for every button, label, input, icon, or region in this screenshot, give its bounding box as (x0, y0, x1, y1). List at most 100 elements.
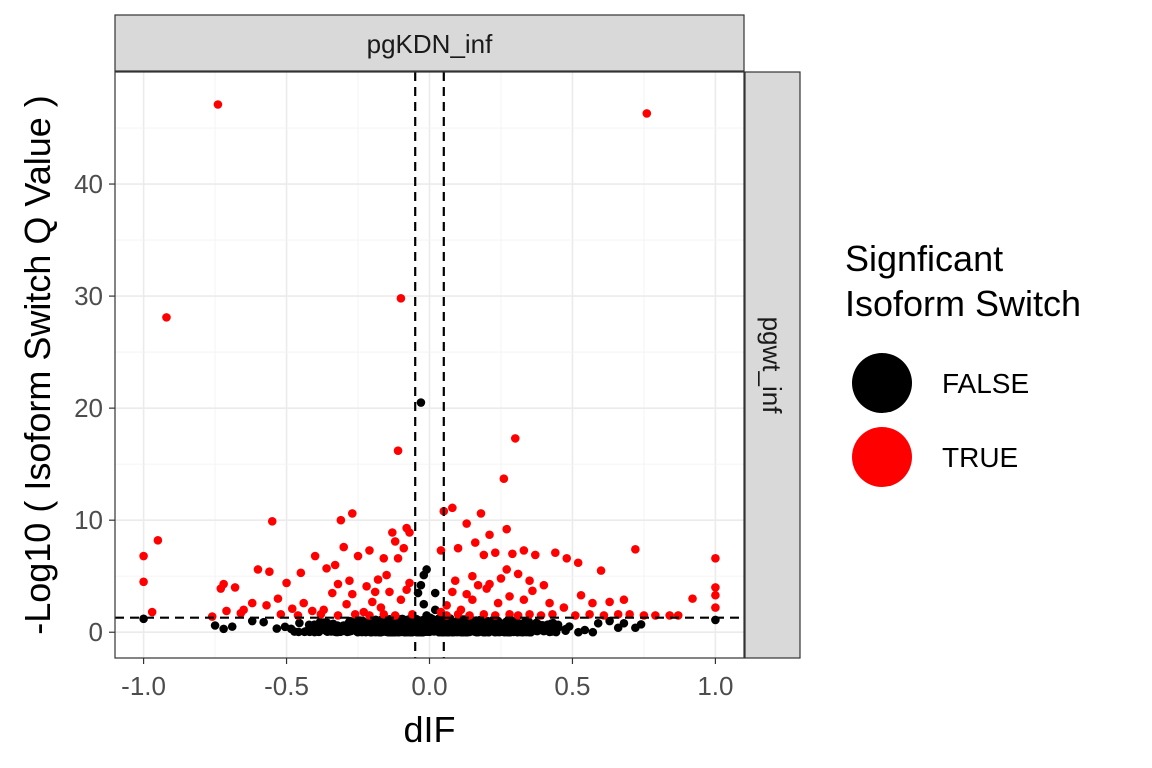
point-false (459, 619, 469, 629)
data-points (139, 100, 720, 637)
point-true (479, 550, 489, 560)
point-true (711, 603, 720, 612)
point-false (545, 623, 554, 632)
point-true (405, 578, 414, 588)
point-false (392, 626, 402, 636)
point-true (450, 576, 460, 585)
point-true (462, 589, 471, 599)
point-true (345, 576, 354, 585)
point-true (453, 610, 463, 619)
point-true (207, 612, 217, 621)
point-true (370, 587, 380, 597)
point-true (362, 581, 371, 591)
point-true (153, 536, 163, 545)
point-false (422, 622, 431, 632)
point-true (642, 109, 652, 118)
point-true (688, 594, 697, 603)
point-true (493, 598, 503, 608)
point-false (373, 619, 383, 628)
point-true (548, 610, 557, 619)
legend-key-false (852, 353, 912, 413)
point-false (400, 626, 410, 636)
point-false (532, 626, 542, 636)
x-tick-label: 0.0 (411, 671, 447, 701)
point-true (342, 599, 351, 609)
point-false (329, 625, 338, 634)
reference-lines (115, 72, 744, 658)
point-false (519, 626, 528, 635)
legend-label-false: FALSE (942, 368, 1029, 399)
point-false (488, 621, 498, 630)
point-true (399, 543, 409, 553)
point-true (576, 590, 586, 600)
point-false (210, 621, 220, 630)
point-true (267, 517, 277, 526)
point-true (711, 553, 720, 563)
point-false (346, 625, 355, 634)
point-true (462, 519, 471, 528)
point-true (316, 610, 326, 619)
point-true (216, 584, 226, 593)
x-tick-label: 0.5 (554, 671, 590, 701)
point-false (357, 627, 367, 637)
point-true (147, 607, 157, 617)
point-false (532, 618, 541, 628)
point-true (247, 598, 257, 608)
point-true (468, 571, 477, 581)
point-true (348, 589, 357, 599)
legend-title-line-2: Isoform Switch (845, 283, 1081, 324)
point-true (585, 610, 594, 619)
x-axis: -1.0 -0.5 0.0 0.5 1.0 (121, 658, 733, 701)
x-tick-label: -0.5 (264, 671, 309, 701)
point-false (412, 627, 421, 636)
point-true (490, 548, 500, 557)
point-true (551, 548, 560, 557)
point-true (528, 586, 537, 596)
point-false (475, 627, 485, 636)
y-tick-label: 10 (74, 505, 103, 535)
point-true (502, 524, 511, 534)
point-true (307, 606, 317, 616)
point-true (253, 565, 263, 574)
point-false (438, 625, 447, 634)
point-true (539, 580, 549, 590)
y-axis: 0 10 20 30 40 (74, 169, 115, 647)
point-false (272, 624, 282, 633)
point-true (711, 583, 720, 592)
point-false (295, 618, 304, 628)
point-false (322, 618, 332, 628)
point-false (447, 627, 457, 636)
column-strip-label: pgKDN_inf (367, 29, 494, 59)
legend-label-true: TRUE (942, 442, 1018, 473)
point-true (296, 568, 306, 578)
point-true (405, 528, 414, 537)
row-strip (744, 71, 801, 659)
point-true (333, 579, 343, 589)
point-false (405, 618, 415, 627)
point-true (339, 542, 349, 552)
point-true (505, 592, 514, 601)
point-true (625, 610, 634, 619)
point-true (508, 549, 517, 559)
point-true (525, 610, 534, 619)
point-true (448, 587, 457, 597)
point-true (273, 594, 283, 603)
point-true (499, 474, 509, 484)
point-true (276, 610, 286, 619)
point-false (605, 616, 614, 626)
point-true (510, 434, 520, 443)
legend: Signficant Isoform Switch FALSE TRUE (845, 238, 1081, 487)
point-true (473, 580, 483, 590)
point-true (396, 595, 406, 605)
point-true (379, 553, 389, 563)
y-axis-title: -Log10 ( Isoform Switch Q Value ) (17, 95, 58, 635)
point-true (368, 597, 377, 607)
point-false (356, 617, 365, 627)
point-true (162, 313, 171, 322)
point-true (379, 610, 389, 619)
point-true (605, 597, 614, 607)
point-true (350, 610, 360, 619)
point-true (596, 566, 606, 575)
x-tick-label: -1.0 (121, 671, 166, 701)
point-true (519, 546, 529, 555)
